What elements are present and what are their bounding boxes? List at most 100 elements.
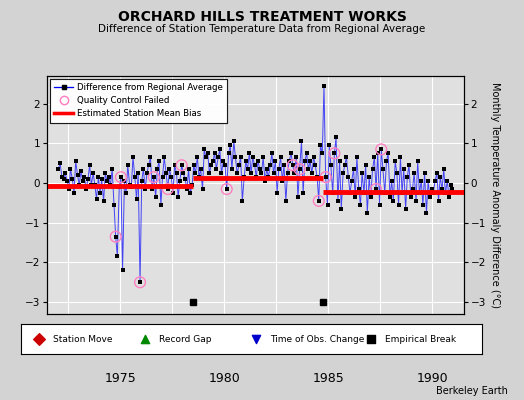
Point [178, 162, 186, 168]
Point [350, 166, 358, 172]
Point [35, 336, 43, 342]
Point [191, 170, 200, 176]
Point [443, 178, 452, 184]
Point [296, 166, 304, 172]
Point [240, 174, 248, 180]
Point [162, 170, 170, 176]
Text: Time of Obs. Change: Time of Obs. Change [270, 334, 364, 344]
Point [302, 150, 311, 156]
Point [292, 154, 300, 160]
Point [136, 279, 144, 286]
Point [256, 166, 264, 172]
Point [219, 158, 227, 164]
Point [84, 176, 92, 182]
Point [263, 166, 271, 172]
Point [146, 154, 155, 160]
Point [143, 170, 151, 176]
Text: Station Move: Station Move [53, 334, 113, 344]
Point [183, 186, 191, 192]
Point [230, 138, 238, 145]
Point [413, 158, 422, 164]
Point [252, 336, 260, 342]
Point [160, 154, 168, 160]
Point [329, 190, 337, 196]
Point [285, 158, 293, 164]
Legend: Difference from Regional Average, Quality Control Failed, Estimated Station Mean: Difference from Regional Average, Qualit… [50, 78, 227, 123]
Text: Berkeley Earth: Berkeley Earth [436, 386, 508, 396]
Point [223, 186, 231, 192]
Point [428, 186, 436, 192]
Point [377, 146, 386, 152]
Point [79, 178, 87, 184]
Point [441, 190, 450, 196]
Point [75, 182, 83, 188]
Point [380, 190, 389, 196]
Point [446, 182, 455, 188]
Point [59, 176, 68, 182]
Point [233, 170, 242, 176]
Point [207, 162, 215, 168]
Point [186, 190, 194, 196]
Point [103, 178, 111, 184]
Point [290, 170, 299, 176]
Point [216, 146, 224, 152]
Point [308, 170, 316, 176]
Point [54, 166, 62, 172]
Point [141, 336, 150, 342]
Point [209, 158, 217, 164]
Point [355, 186, 363, 192]
Point [330, 150, 339, 156]
Text: 1985: 1985 [312, 372, 344, 385]
Point [407, 194, 415, 200]
Text: ORCHARD HILLS TREATMENT WORKS: ORCHARD HILLS TREATMENT WORKS [117, 10, 407, 24]
Point [325, 142, 333, 149]
Point [196, 166, 205, 172]
Point [365, 174, 374, 180]
Point [73, 172, 82, 178]
Point [330, 150, 339, 156]
Point [56, 160, 64, 166]
Point [117, 174, 125, 180]
Point [280, 162, 288, 168]
Point [377, 146, 386, 152]
Point [438, 186, 446, 192]
Point [226, 142, 234, 149]
Point [245, 150, 254, 156]
Point [211, 150, 219, 156]
Point [391, 158, 399, 164]
Point [379, 166, 387, 172]
Point [367, 194, 375, 200]
Point [71, 158, 80, 164]
Point [362, 162, 370, 168]
Point [67, 166, 75, 172]
Point [339, 170, 347, 176]
Point [299, 190, 308, 196]
Point [199, 186, 207, 192]
Point [398, 190, 406, 196]
Point [296, 166, 304, 172]
Point [68, 176, 77, 182]
Point [337, 206, 345, 212]
Point [125, 182, 134, 188]
Point [347, 178, 356, 184]
Point [363, 210, 372, 216]
Point [136, 279, 144, 286]
Point [247, 170, 255, 176]
Point [257, 170, 266, 176]
Point [408, 186, 417, 192]
Point [141, 186, 149, 192]
Point [212, 166, 221, 172]
Point [151, 194, 160, 200]
Point [372, 186, 380, 192]
Point [278, 178, 287, 184]
Point [273, 190, 281, 196]
Point [228, 166, 236, 172]
Point [223, 186, 231, 192]
Y-axis label: Monthly Temperature Anomaly Difference (°C): Monthly Temperature Anomaly Difference (… [490, 82, 500, 308]
Point [261, 178, 269, 184]
Point [100, 198, 108, 204]
Point [63, 178, 71, 184]
Point [106, 182, 115, 188]
Point [145, 162, 153, 168]
Point [221, 162, 229, 168]
